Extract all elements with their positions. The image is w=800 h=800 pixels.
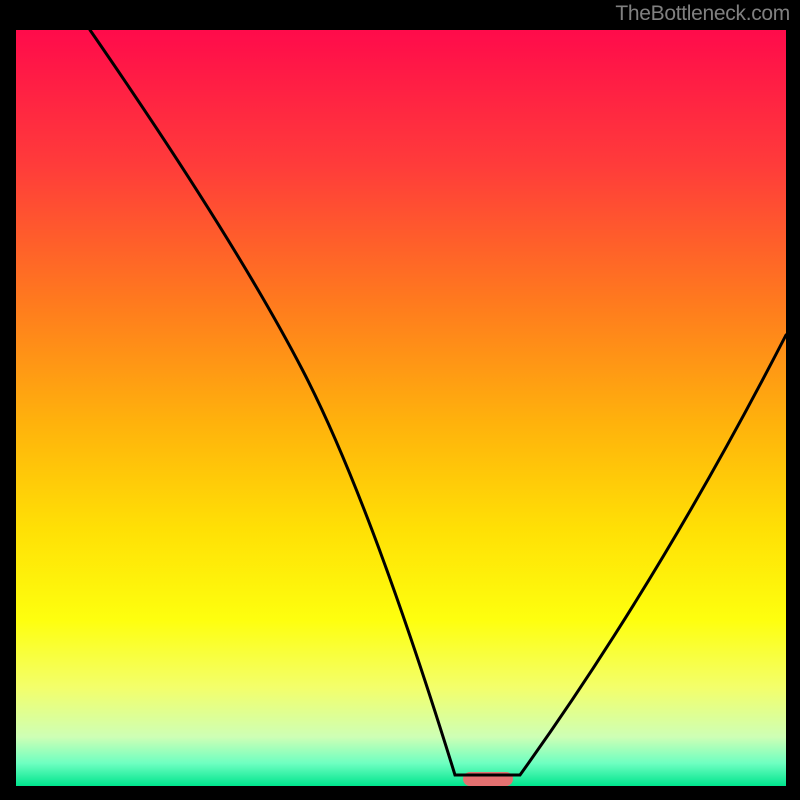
bottleneck-chart <box>0 0 800 800</box>
chart-wrapper: TheBottleneck.com <box>0 0 800 800</box>
attribution-label: TheBottleneck.com <box>615 2 790 26</box>
plot-background <box>16 30 786 786</box>
